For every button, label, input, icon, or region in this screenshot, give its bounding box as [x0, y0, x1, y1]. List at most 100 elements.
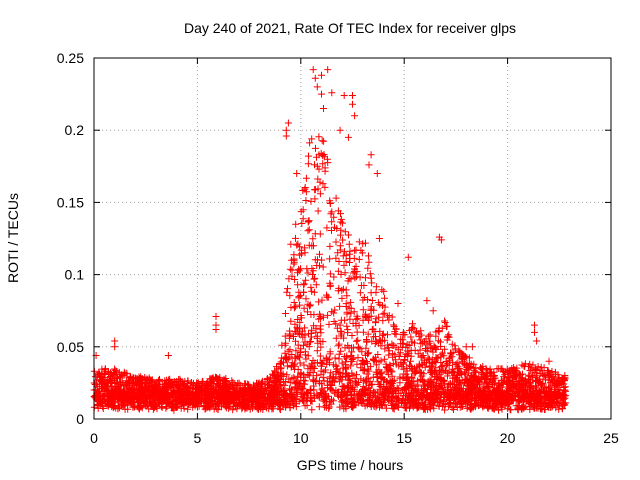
data-point — [277, 371, 285, 379]
data-point — [187, 391, 195, 399]
data-point — [486, 365, 494, 373]
data-point — [324, 377, 332, 385]
data-point — [266, 393, 274, 401]
data-point — [415, 388, 423, 396]
data-point — [380, 393, 388, 401]
data-point — [436, 367, 444, 375]
data-point — [404, 253, 412, 261]
data-point — [515, 389, 522, 397]
data-point — [301, 348, 309, 356]
data-point — [516, 397, 524, 405]
data-point — [380, 287, 388, 295]
data-point — [335, 377, 343, 385]
data-point — [457, 370, 465, 378]
data-point — [343, 322, 351, 330]
data-point — [303, 265, 311, 273]
data-point — [556, 381, 564, 389]
data-point — [333, 324, 341, 332]
data-point — [324, 66, 332, 74]
data-point — [292, 337, 299, 345]
data-point — [284, 347, 292, 355]
data-point — [359, 316, 367, 324]
data-point — [402, 403, 410, 411]
y-tick-label: 0 — [76, 411, 84, 427]
data-point — [381, 345, 389, 353]
data-point — [511, 392, 519, 400]
data-point — [216, 393, 224, 401]
data-point — [561, 383, 569, 391]
data-point — [331, 223, 338, 231]
data-point — [130, 374, 138, 382]
data-point — [477, 364, 484, 372]
data-point — [340, 261, 348, 269]
data-point — [313, 83, 321, 91]
data-point — [377, 357, 385, 365]
data-point — [297, 349, 305, 356]
data-point — [182, 386, 190, 394]
data-point — [316, 310, 324, 318]
data-point — [506, 376, 514, 384]
data-point — [296, 301, 303, 309]
data-point — [318, 296, 326, 304]
data-point — [238, 405, 246, 413]
data-point — [102, 379, 110, 387]
data-point — [354, 343, 362, 351]
data-point — [448, 340, 456, 348]
data-point — [239, 396, 247, 404]
data-point — [297, 208, 305, 216]
data-point — [294, 281, 302, 289]
data-point — [424, 382, 432, 390]
data-point — [360, 358, 368, 366]
data-point — [313, 372, 321, 380]
data-point — [253, 394, 261, 402]
data-point — [155, 377, 163, 385]
data-point — [402, 344, 410, 351]
data-point — [441, 319, 449, 326]
data-point — [344, 133, 352, 141]
data-point — [107, 369, 114, 377]
data-point — [301, 377, 309, 385]
data-point — [379, 302, 386, 310]
data-point — [311, 161, 318, 169]
data-point — [400, 399, 408, 406]
data-point — [95, 370, 103, 378]
data-point — [494, 397, 502, 405]
data-point — [287, 386, 295, 394]
data-point — [427, 384, 435, 391]
data-point — [308, 135, 316, 143]
data-point — [422, 335, 430, 343]
data-point — [380, 355, 388, 363]
data-point — [337, 332, 345, 340]
data-point — [465, 397, 473, 405]
data-point — [138, 385, 146, 393]
data-point — [335, 258, 343, 265]
data-point — [429, 393, 437, 401]
data-point — [376, 403, 383, 411]
data-point — [198, 382, 206, 390]
data-point — [383, 368, 391, 376]
data-point — [302, 174, 310, 182]
data-point — [559, 394, 567, 402]
data-point — [316, 377, 323, 385]
data-point — [403, 377, 410, 384]
data-point — [300, 304, 308, 312]
data-point — [408, 324, 416, 331]
data-point — [370, 333, 378, 341]
data-point — [305, 226, 313, 234]
data-point — [373, 374, 381, 381]
data-point — [318, 71, 325, 79]
data-point — [439, 362, 447, 370]
data-point — [283, 288, 291, 296]
x-tick-label: 5 — [194, 430, 202, 446]
data-point — [406, 391, 414, 399]
data-point — [247, 396, 255, 403]
data-point — [377, 369, 385, 377]
data-point — [280, 390, 288, 398]
data-point — [322, 391, 330, 399]
data-point — [316, 250, 323, 258]
data-point — [364, 264, 372, 272]
data-point — [127, 374, 135, 382]
data-point — [446, 354, 454, 362]
data-point — [315, 133, 323, 141]
data-point — [483, 396, 491, 404]
